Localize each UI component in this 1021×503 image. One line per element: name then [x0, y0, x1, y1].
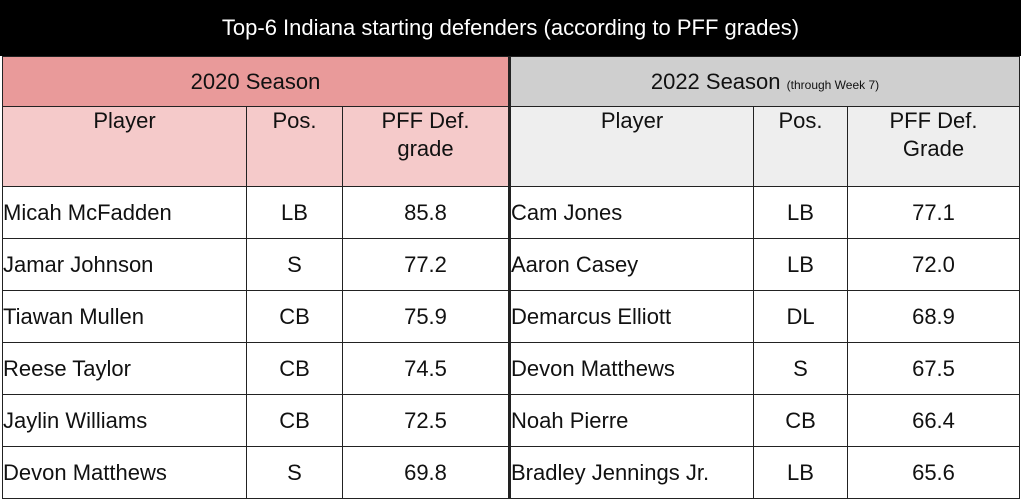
grade-2020: 72.5	[342, 394, 510, 447]
player-2020: Jaylin Williams	[2, 394, 247, 447]
player-2022: Demarcus Elliott	[508, 290, 754, 343]
season-2022-header: 2022 Season (through Week 7)	[508, 56, 1020, 107]
season-2020-header: 2020 Season	[2, 56, 510, 107]
season-header-row: 2020 Season 2022 Season (through Week 7)	[2, 56, 1020, 107]
grade-2022: 77.1	[847, 186, 1020, 239]
table-row: Devon Matthews S 69.8 Bradley Jennings J…	[2, 446, 1020, 499]
pos-2020: S	[246, 238, 343, 291]
player-2020: Micah McFadden	[2, 186, 247, 239]
player-2022: Aaron Casey	[508, 238, 754, 291]
column-header-grade-2020: PFF Def. grade	[342, 106, 510, 187]
table-title: Top-6 Indiana starting defenders (accord…	[0, 0, 1021, 56]
defenders-table: 2020 Season 2022 Season (through Week 7)…	[2, 56, 1020, 499]
table-row: Reese Taylor CB 74.5 Devon Matthews S 67…	[2, 342, 1020, 395]
pos-2022: LB	[753, 446, 848, 499]
table-row: Micah McFadden LB 85.8 Cam Jones LB 77.1	[2, 186, 1020, 239]
grade-2022: 68.9	[847, 290, 1020, 343]
player-2020: Reese Taylor	[2, 342, 247, 395]
pos-2020: CB	[246, 342, 343, 395]
pos-2020: LB	[246, 186, 343, 239]
player-2022: Devon Matthews	[508, 342, 754, 395]
column-header-pos-2022: Pos.	[753, 106, 848, 187]
pos-2022: S	[753, 342, 848, 395]
grade-2022: 65.6	[847, 446, 1020, 499]
pos-2020: CB	[246, 290, 343, 343]
column-header-pos-2020: Pos.	[246, 106, 343, 187]
column-header-player-2020: Player	[2, 106, 247, 187]
player-2020: Devon Matthews	[2, 446, 247, 499]
season-2022-note: (through Week 7)	[786, 77, 880, 92]
player-2022: Cam Jones	[508, 186, 754, 239]
grade-2020: 85.8	[342, 186, 510, 239]
grade-2022: 67.5	[847, 342, 1020, 395]
season-2020-label: 2020 Season	[190, 68, 321, 94]
player-2020: Tiawan Mullen	[2, 290, 247, 343]
table-row: Tiawan Mullen CB 75.9 Demarcus Elliott D…	[2, 290, 1020, 343]
grade-2020: 75.9	[342, 290, 510, 343]
table-row: Jaylin Williams CB 72.5 Noah Pierre CB 6…	[2, 394, 1020, 447]
pos-2022: LB	[753, 186, 848, 239]
season-2022-label: 2022 Season	[650, 68, 781, 94]
player-2020: Jamar Johnson	[2, 238, 247, 291]
grade-2020: 74.5	[342, 342, 510, 395]
grade-2020: 69.8	[342, 446, 510, 499]
column-header-row: Player Pos. PFF Def. grade Player Pos. P…	[2, 106, 1020, 187]
grade-2022: 72.0	[847, 238, 1020, 291]
pos-2022: LB	[753, 238, 848, 291]
pos-2020: CB	[246, 394, 343, 447]
pos-2020: S	[246, 446, 343, 499]
grade-2022: 66.4	[847, 394, 1020, 447]
pos-2022: CB	[753, 394, 848, 447]
table-row: Jamar Johnson S 77.2 Aaron Casey LB 72.0	[2, 238, 1020, 291]
grade-2020: 77.2	[342, 238, 510, 291]
column-header-grade-2022: PFF Def. Grade	[847, 106, 1020, 187]
pos-2022: DL	[753, 290, 848, 343]
column-header-player-2022: Player	[508, 106, 754, 187]
player-2022: Noah Pierre	[508, 394, 754, 447]
player-2022: Bradley Jennings Jr.	[508, 446, 754, 499]
